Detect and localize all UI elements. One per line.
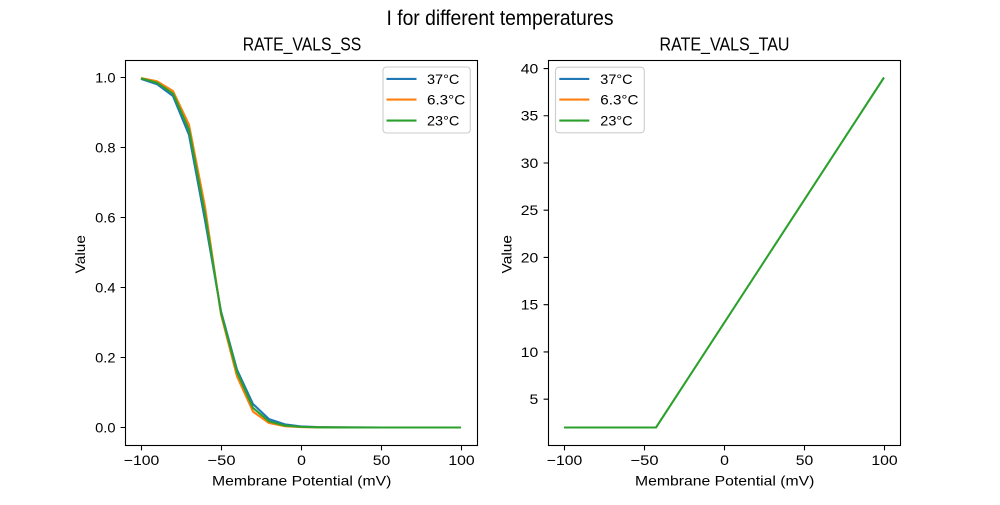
svg-text:−100: −100 xyxy=(124,452,160,468)
svg-text:20: 20 xyxy=(521,249,539,265)
svg-text:37°C: 37°C xyxy=(600,71,632,87)
svg-text:0.2: 0.2 xyxy=(95,349,116,365)
svg-text:40: 40 xyxy=(521,60,539,76)
svg-text:50: 50 xyxy=(373,452,391,468)
svg-text:−50: −50 xyxy=(208,452,236,468)
svg-text:100: 100 xyxy=(871,452,898,468)
svg-text:0.0: 0.0 xyxy=(95,419,116,435)
svg-text:15: 15 xyxy=(521,297,539,313)
svg-text:30: 30 xyxy=(521,155,539,171)
svg-text:50: 50 xyxy=(796,452,814,468)
svg-text:Membrane Potential (mV): Membrane Potential (mV) xyxy=(212,473,391,489)
svg-text:Value: Value xyxy=(499,235,515,274)
svg-text:−50: −50 xyxy=(631,452,659,468)
svg-text:1.0: 1.0 xyxy=(95,69,116,85)
svg-text:23°C: 23°C xyxy=(427,113,459,129)
svg-text:0.8: 0.8 xyxy=(95,139,116,155)
svg-text:6.3°C: 6.3°C xyxy=(600,92,638,108)
svg-text:37°C: 37°C xyxy=(427,71,459,87)
svg-text:100: 100 xyxy=(448,452,475,468)
svg-text:5: 5 xyxy=(530,391,539,407)
svg-text:Value: Value xyxy=(72,235,88,274)
svg-text:35: 35 xyxy=(521,108,539,124)
svg-text:0.6: 0.6 xyxy=(95,209,116,225)
svg-text:0: 0 xyxy=(720,452,729,468)
svg-text:6.3°C: 6.3°C xyxy=(427,92,465,108)
svg-text:10: 10 xyxy=(521,344,539,360)
svg-text:0.4: 0.4 xyxy=(95,279,116,295)
svg-text:−100: −100 xyxy=(547,452,583,468)
svg-text:I for different temperatures: I for different temperatures xyxy=(387,7,614,30)
svg-text:Membrane Potential (mV): Membrane Potential (mV) xyxy=(635,473,814,489)
svg-text:25: 25 xyxy=(521,202,539,218)
svg-text:23°C: 23°C xyxy=(600,113,632,129)
svg-text:RATE_VALS_SS: RATE_VALS_SS xyxy=(243,35,362,56)
svg-text:0: 0 xyxy=(297,452,306,468)
svg-text:RATE_VALS_TAU: RATE_VALS_TAU xyxy=(660,35,790,56)
